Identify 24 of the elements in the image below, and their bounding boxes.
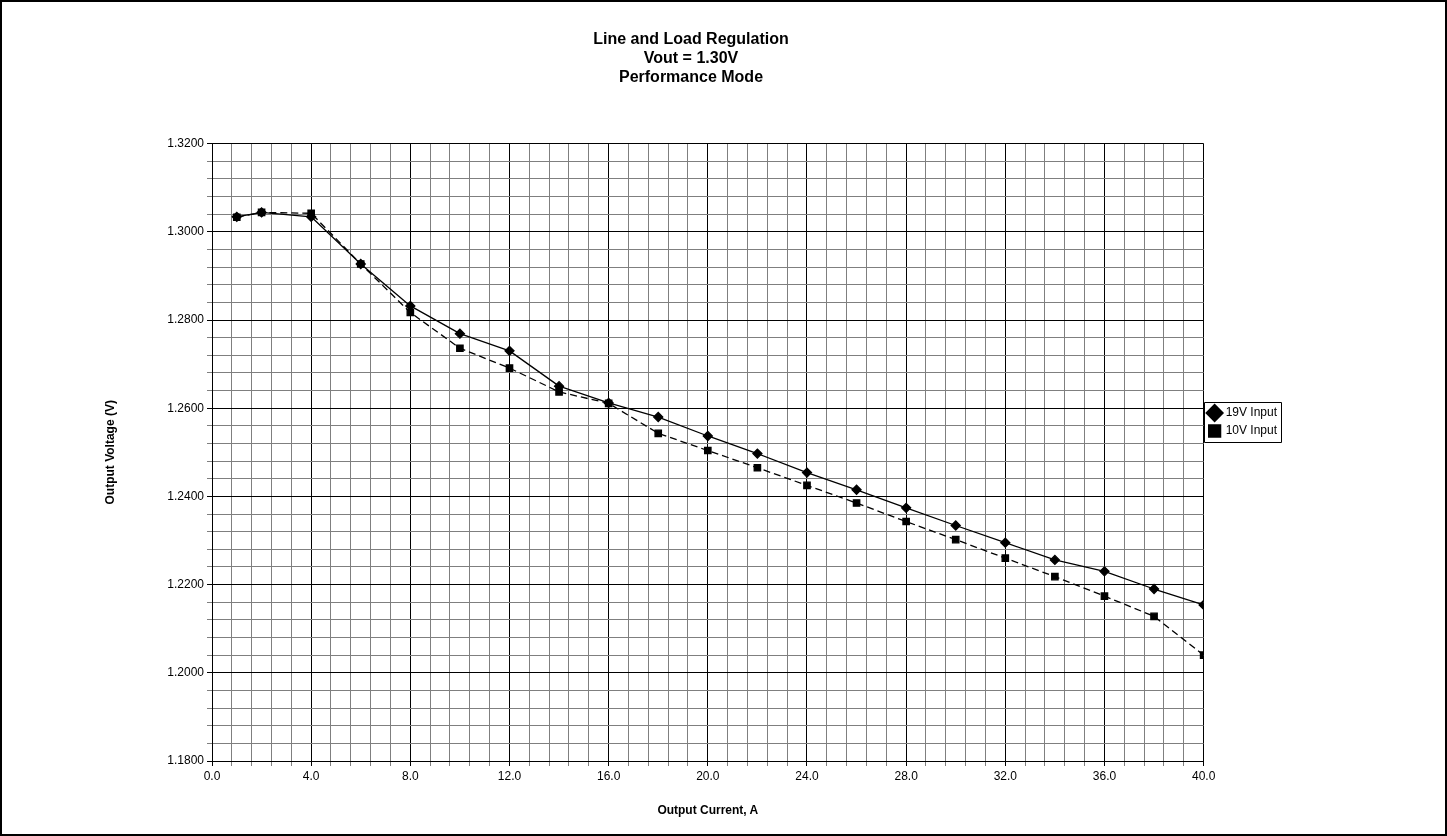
- legend-label: 19V Input: [1225, 405, 1278, 420]
- y-tick-label: 1.3000: [167, 224, 205, 239]
- x-tick-label: 40.0: [1191, 768, 1216, 783]
- x-tick-label: 16.0: [596, 768, 621, 783]
- y-tick-label: 1.2200: [167, 576, 205, 591]
- x-tick-label: 12.0: [497, 768, 522, 783]
- legend-label: 10V Input: [1225, 423, 1278, 438]
- x-axis-title: Output Current, A: [657, 803, 759, 818]
- x-tick-label: 0.0: [203, 768, 221, 783]
- y-tick-label: 1.2000: [167, 665, 205, 680]
- y-tick-label: 1.2400: [167, 488, 205, 503]
- y-tick-label: 1.3200: [167, 135, 205, 150]
- chart-title: Line and Load Regulation Vout = 1.30V Performance Mode: [593, 30, 789, 86]
- y-axis-title: Output Voltage (V): [102, 400, 117, 505]
- y-tick-label: 1.2800: [167, 312, 205, 327]
- x-tick-label: 4.0: [302, 768, 320, 783]
- y-tick-label: 1.2600: [167, 400, 205, 415]
- x-tick-label: 32.0: [993, 768, 1018, 783]
- x-tick-label: 20.0: [696, 768, 720, 783]
- x-tick-label: 24.0: [795, 768, 819, 783]
- y-tick-label: 1.1800: [167, 753, 205, 768]
- x-tick-label: 36.0: [1092, 768, 1117, 783]
- x-tick-label: 8.0: [401, 768, 419, 783]
- x-tick-label: 28.0: [894, 768, 919, 783]
